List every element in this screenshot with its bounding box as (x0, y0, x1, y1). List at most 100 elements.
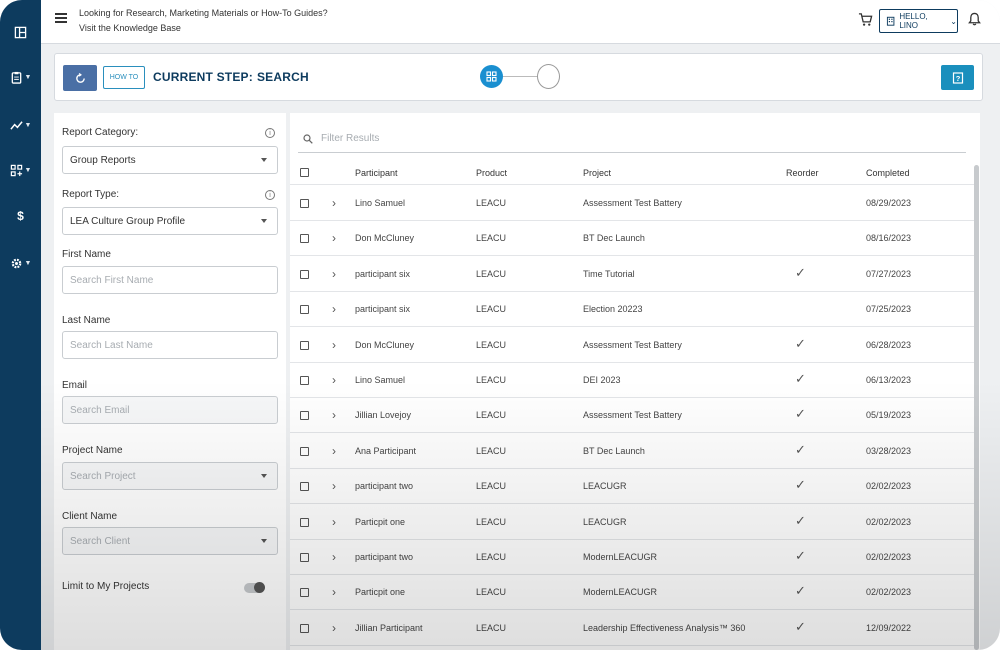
filter-results-input[interactable]: Filter Results (298, 125, 966, 153)
row-checkbox[interactable] (300, 341, 309, 350)
product-cell: LEACU (476, 587, 507, 597)
step-search-indicator[interactable] (480, 65, 503, 88)
project-cell: LEACUGR (583, 481, 627, 491)
participant-cell: Lino Samuel (355, 375, 406, 385)
svg-text:?: ? (955, 74, 960, 83)
knowledge-base-link[interactable]: Visit the Knowledge Base (79, 23, 181, 33)
row-checkbox[interactable] (300, 624, 309, 633)
nav-reports[interactable]: ▼ (0, 62, 41, 92)
column-project[interactable]: Project (583, 168, 612, 178)
nav-settings[interactable]: ▼ (0, 248, 41, 278)
project-cell: Leadership Effectiveness Analysis™ 360 (583, 623, 746, 633)
limit-to-my-projects-toggle[interactable] (244, 582, 265, 593)
column-completed[interactable]: Completed (866, 168, 910, 178)
table-row[interactable]: › Ana Participant LEACU BT Dec Launch 03/28/… (290, 434, 976, 469)
table-row[interactable]: › Don McCluney LEACU Assessment Test Batter… (290, 328, 976, 363)
reorder-check-icon[interactable]: ✓ (795, 442, 806, 457)
chevron-right-icon[interactable]: › (332, 302, 336, 316)
row-checkbox[interactable] (300, 518, 309, 527)
table-row[interactable]: › Particpit one LEACU ModernLEACUGR 02/02/20… (290, 575, 976, 610)
chevron-right-icon[interactable]: › (332, 267, 336, 281)
first-name-input[interactable]: Search First Name (62, 266, 278, 294)
chevron-right-icon[interactable]: › (332, 585, 336, 599)
reorder-check-icon[interactable]: ✓ (795, 477, 806, 492)
chevron-right-icon[interactable]: › (332, 444, 336, 458)
chevron-down-icon: ▼ (24, 121, 32, 129)
row-checkbox[interactable] (300, 482, 309, 491)
chevron-right-icon[interactable]: › (332, 621, 336, 635)
nav-analytics[interactable]: ▼ (0, 110, 41, 140)
table-row[interactable]: › participant six LEACU Time Tutorial 07/27/… (290, 257, 976, 292)
how-to-button[interactable]: HOW TO (103, 66, 145, 89)
table-row[interactable]: › participant six LEACU Election 20223 07/25… (290, 292, 976, 327)
user-menu-button[interactable]: HELLO, LINO ⌄ (879, 9, 958, 33)
chevron-right-icon[interactable]: › (332, 231, 336, 245)
nav-billing[interactable]: $ (0, 200, 41, 230)
chevron-right-icon[interactable]: › (332, 515, 336, 529)
row-checkbox[interactable] (300, 447, 309, 456)
participant-cell: Particpit one (355, 587, 406, 597)
project-cell: Election 20223 (583, 304, 643, 314)
table-body: › Lino Samuel LEACU Assessment Test Battery… (290, 186, 976, 650)
chevron-down-icon (261, 539, 267, 543)
client-name-select[interactable]: Search Client (62, 527, 278, 555)
bell-icon[interactable] (968, 12, 981, 26)
help-icon: ? (952, 71, 963, 84)
row-checkbox[interactable] (300, 411, 309, 420)
table-row[interactable]: › Don McCluney LEACU BT Dec Launch 08/16/202… (290, 221, 976, 256)
reorder-check-icon[interactable]: ✓ (795, 265, 806, 280)
refresh-button[interactable] (63, 65, 97, 91)
client-name-placeholder: Search Client (70, 535, 131, 547)
table-row[interactable]: › Jillian Participant LEACU Leadership Effe… (290, 611, 976, 646)
knowledge-base-prompt: Looking for Research, Marketing Material… (79, 8, 328, 18)
reorder-check-icon[interactable]: ✓ (795, 619, 806, 634)
chevron-right-icon[interactable]: › (332, 408, 336, 422)
row-checkbox[interactable] (300, 234, 309, 243)
report-category-select[interactable]: Group Reports (62, 146, 278, 174)
row-checkbox[interactable] (300, 376, 309, 385)
table-row[interactable]: › Lino Samuel LEACU DEI 2023 06/13/2023 ✓ (290, 363, 976, 398)
chevron-right-icon[interactable]: › (332, 550, 336, 564)
menu-icon[interactable] (55, 13, 67, 25)
last-name-input[interactable]: Search Last Name (62, 331, 278, 359)
help-button[interactable]: ? (941, 65, 974, 90)
step-next-indicator[interactable] (537, 64, 560, 89)
email-input[interactable]: Search Email (62, 396, 278, 424)
cart-icon[interactable] (858, 12, 873, 27)
chevron-right-icon[interactable]: › (332, 338, 336, 352)
nav-dashboard[interactable] (0, 17, 41, 47)
chevron-right-icon[interactable]: › (332, 373, 336, 387)
row-checkbox[interactable] (300, 199, 309, 208)
row-checkbox[interactable] (300, 305, 309, 314)
row-checkbox[interactable] (300, 553, 309, 562)
table-row[interactable]: › Lino Samuel LEACU Assessment Test Battery… (290, 186, 976, 221)
reorder-check-icon[interactable]: ✓ (795, 336, 806, 351)
row-checkbox[interactable] (300, 588, 309, 597)
table-row[interactable]: › participant two LEACU ModernLEACUGR 02/02/… (290, 540, 976, 575)
column-participant[interactable]: Participant (355, 168, 398, 178)
reorder-check-icon[interactable]: ✓ (795, 513, 806, 528)
results-scrollbar[interactable] (974, 165, 979, 650)
column-reorder[interactable]: Reorder (786, 168, 819, 178)
project-cell: BT Dec Launch (583, 233, 645, 243)
report-type-select[interactable]: LEA Culture Group Profile (62, 207, 278, 235)
reorder-check-icon[interactable]: ✓ (795, 371, 806, 386)
row-checkbox[interactable] (300, 270, 309, 279)
reorder-check-icon[interactable]: ✓ (795, 406, 806, 421)
reorder-check-icon[interactable]: ✓ (795, 548, 806, 563)
column-product[interactable]: Product (476, 168, 508, 178)
clipboard-icon (11, 71, 21, 84)
table-row[interactable]: › Particpit one LEACU LEACUGR 02/02/2023 ✓ (290, 505, 976, 540)
project-name-select[interactable]: Search Project (62, 462, 278, 490)
table-row[interactable]: › Jillian Lovejoy LEACU Assessment Test Bat… (290, 398, 976, 433)
info-icon[interactable]: i (265, 190, 275, 200)
reorder-check-icon[interactable]: ✓ (795, 583, 806, 598)
table-row[interactable]: › participant two LEACU LEACUGR 02/02/2023 ✓ (290, 469, 976, 504)
chevron-right-icon[interactable]: › (332, 196, 336, 210)
select-all-checkbox[interactable] (300, 168, 309, 177)
nav-apps[interactable]: ▼ (0, 155, 41, 185)
chevron-right-icon[interactable]: › (332, 479, 336, 493)
product-cell: LEACU (476, 233, 507, 243)
info-icon[interactable]: i (265, 128, 275, 138)
refresh-icon (75, 72, 85, 83)
